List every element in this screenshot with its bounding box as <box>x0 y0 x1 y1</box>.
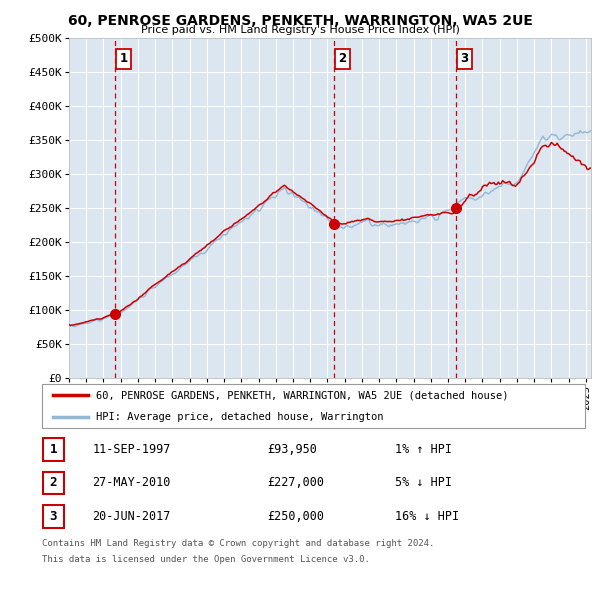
Text: 3: 3 <box>460 52 469 65</box>
Text: 1% ↑ HPI: 1% ↑ HPI <box>395 442 452 456</box>
Text: 1: 1 <box>119 52 128 65</box>
Text: 60, PENROSE GARDENS, PENKETH, WARRINGTON, WA5 2UE (detached house): 60, PENROSE GARDENS, PENKETH, WARRINGTON… <box>97 391 509 401</box>
Text: £250,000: £250,000 <box>267 510 324 523</box>
Text: 11-SEP-1997: 11-SEP-1997 <box>92 442 171 456</box>
FancyBboxPatch shape <box>43 505 64 528</box>
FancyBboxPatch shape <box>43 438 64 461</box>
Text: 2: 2 <box>338 52 347 65</box>
Text: 60, PENROSE GARDENS, PENKETH, WARRINGTON, WA5 2UE: 60, PENROSE GARDENS, PENKETH, WARRINGTON… <box>68 14 532 28</box>
Text: 3: 3 <box>50 510 57 523</box>
Text: Contains HM Land Registry data © Crown copyright and database right 2024.: Contains HM Land Registry data © Crown c… <box>42 539 434 548</box>
Text: 2: 2 <box>50 477 57 490</box>
Text: 20-JUN-2017: 20-JUN-2017 <box>92 510 171 523</box>
Text: 27-MAY-2010: 27-MAY-2010 <box>92 476 171 490</box>
Text: £93,950: £93,950 <box>267 442 317 456</box>
Text: HPI: Average price, detached house, Warrington: HPI: Average price, detached house, Warr… <box>97 412 384 422</box>
Text: Price paid vs. HM Land Registry's House Price Index (HPI): Price paid vs. HM Land Registry's House … <box>140 25 460 35</box>
Text: 1: 1 <box>50 443 57 456</box>
Text: 5% ↓ HPI: 5% ↓ HPI <box>395 476 452 490</box>
FancyBboxPatch shape <box>42 384 585 428</box>
Text: This data is licensed under the Open Government Licence v3.0.: This data is licensed under the Open Gov… <box>42 555 370 564</box>
FancyBboxPatch shape <box>43 471 64 494</box>
Text: £227,000: £227,000 <box>267 476 324 490</box>
Text: 16% ↓ HPI: 16% ↓ HPI <box>395 510 460 523</box>
